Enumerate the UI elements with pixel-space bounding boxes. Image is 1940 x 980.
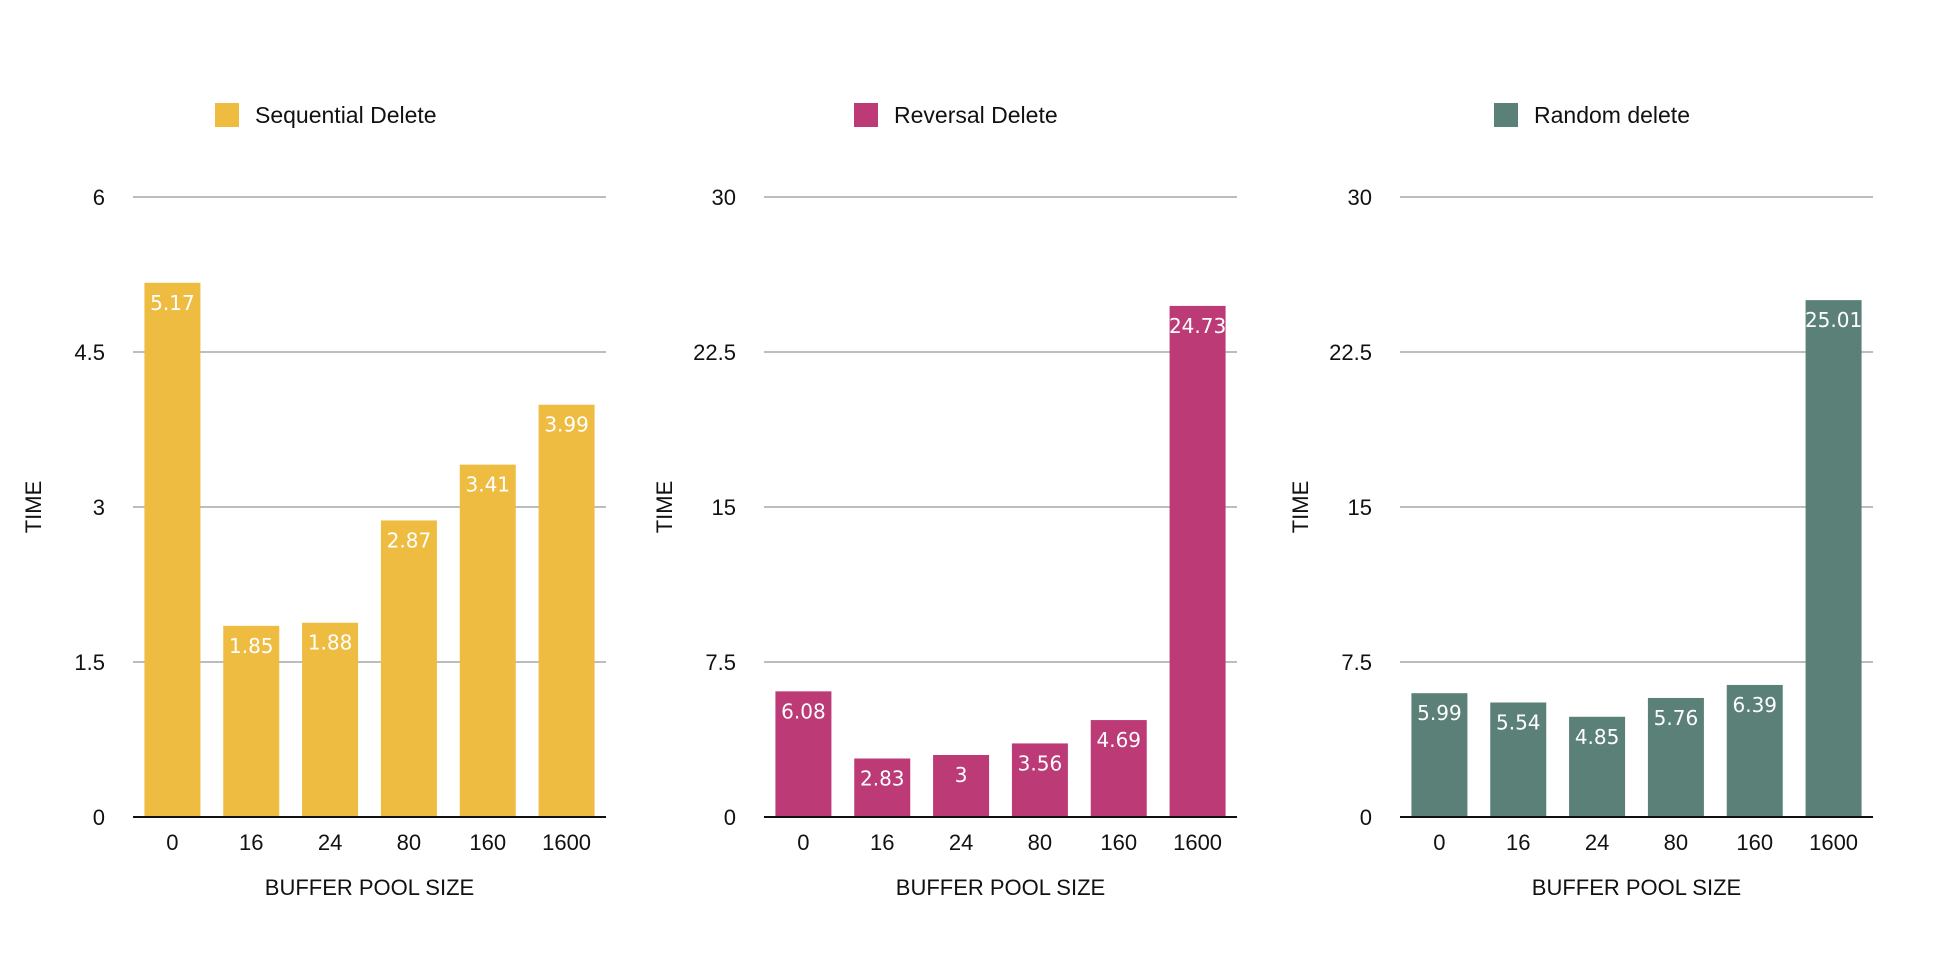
bar-80 [1647,697,1704,817]
bar-value-label: 24.73 [1169,314,1226,338]
bar-24 [933,755,990,817]
y-tick-label: 3 [93,495,105,520]
x-tick-label: 160 [1736,830,1773,855]
x-tick-label: 1600 [542,830,591,855]
y-tick-label: 22.5 [693,340,736,365]
y-tick-label: 6 [93,185,105,210]
x-tick-label: 16 [870,830,894,855]
y-tick-label: 22.5 [1329,340,1372,365]
legend-label: Reversal Delete [894,102,1058,128]
x-tick-label: 16 [239,830,263,855]
bar-1600 [538,404,595,817]
x-tick-label: 0 [166,830,178,855]
bar-value-label: 1.85 [229,634,274,658]
bar-value-label: 4.85 [1575,725,1620,749]
bar-value-label: 4.69 [1096,728,1141,752]
legend-swatch [854,103,878,127]
x-tick-label: 160 [469,830,506,855]
bar-0 [775,691,832,817]
chart-panel-2: 0 7.5 15 22.5 30 6.08 0 2.83 16 3 24 3.56 80 4.69 160 2… [652,102,1237,900]
bar-value-label: 6.39 [1732,693,1777,717]
bar-0 [144,282,201,817]
bar-16 [854,758,911,817]
x-tick-label: 24 [949,830,973,855]
bar-160 [459,464,516,817]
x-tick-label: 80 [1028,830,1052,855]
y-axis-title: TIME [1288,481,1313,534]
bar-80 [1011,743,1068,817]
bar-value-label: 5.76 [1654,706,1699,730]
y-tick-label: 1.5 [74,650,105,675]
y-tick-label: 30 [712,185,736,210]
bar-160 [1090,720,1147,817]
x-tick-label: 0 [797,830,809,855]
bar-value-label: 1.88 [308,631,353,655]
bar-value-label: 3.99 [544,413,589,437]
legend-label: Random delete [1534,102,1690,128]
chart-panel-3: 0 7.5 15 22.5 30 5.99 0 5.54 16 4.85 24 5.76 80 6.39 1… [1288,102,1873,900]
bar-value-label: 2.87 [387,528,432,552]
y-tick-label: 0 [93,805,105,830]
x-axis-title: BUFFER POOL SIZE [265,875,474,900]
bar-value-label: 6.08 [781,699,826,723]
bar-value-label: 2.83 [860,767,905,791]
x-tick-label: 80 [397,830,421,855]
legend-label: Sequential Delete [255,102,437,128]
bar-0 [1411,693,1468,817]
bar-80 [380,520,437,817]
bar-value-label: 5.17 [150,291,195,315]
bar-value-label: 3 [955,763,968,787]
y-tick-label: 7.5 [705,650,736,675]
y-tick-label: 0 [1360,805,1372,830]
x-tick-label: 24 [1585,830,1609,855]
y-axis-title: TIME [21,481,46,534]
bar-1600 [1805,300,1862,817]
bar-24 [1569,716,1626,817]
bar-24 [302,622,359,817]
y-tick-label: 30 [1348,185,1372,210]
bar-16 [223,625,280,817]
bar-value-label: 25.01 [1805,308,1862,332]
bar-160 [1726,684,1783,817]
x-tick-label: 0 [1433,830,1445,855]
x-tick-label: 1600 [1809,830,1858,855]
bar-value-label: 5.54 [1496,711,1541,735]
x-tick-label: 24 [318,830,342,855]
y-tick-label: 0 [724,805,736,830]
y-tick-label: 7.5 [1341,650,1372,675]
y-tick-label: 15 [712,495,736,520]
x-tick-label: 16 [1506,830,1530,855]
bar-value-label: 3.56 [1018,751,1063,775]
x-tick-label: 80 [1664,830,1688,855]
bar-value-label: 5.99 [1417,701,1462,725]
x-tick-label: 1600 [1173,830,1222,855]
y-tick-label: 4.5 [74,340,105,365]
chart-panel-1: 0 1.5 3 4.5 6 5.17 0 1.85 16 1.88 24 2.87 80 3.41 160 3… [21,102,606,900]
bar-value-label: 3.41 [465,473,510,497]
legend-swatch [1494,103,1518,127]
bar-1600 [1169,305,1226,817]
y-axis-title: TIME [652,481,677,534]
bar-16 [1490,702,1547,817]
legend-swatch [215,103,239,127]
x-axis-title: BUFFER POOL SIZE [896,875,1105,900]
x-tick-label: 160 [1100,830,1137,855]
x-axis-title: BUFFER POOL SIZE [1532,875,1741,900]
y-tick-label: 15 [1348,495,1372,520]
